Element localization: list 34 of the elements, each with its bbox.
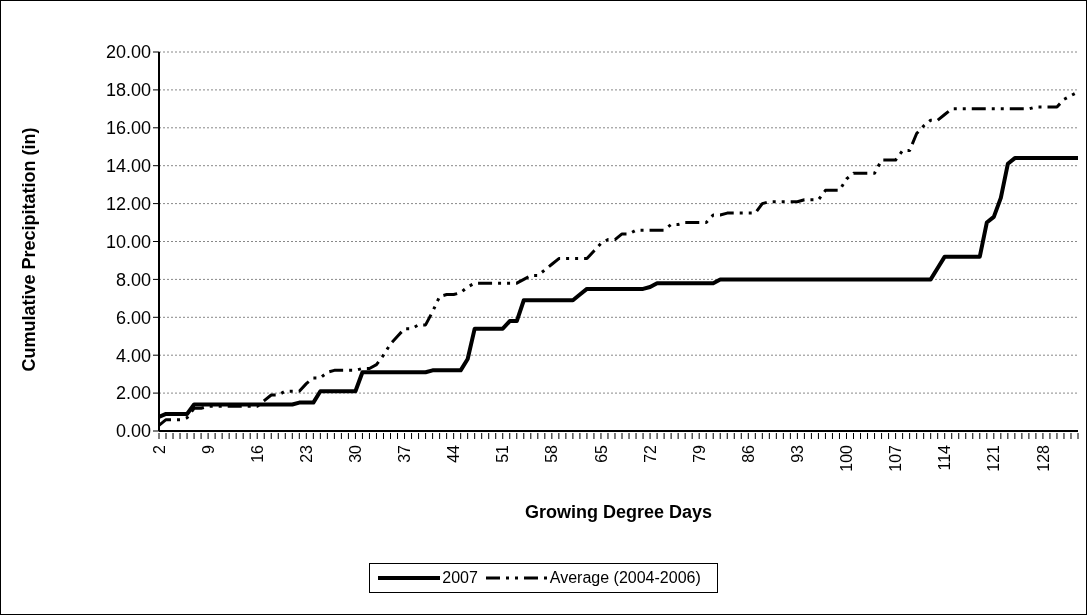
x-tick-label: 16 [248,444,266,463]
y-tick-label: 10.00 [105,231,151,252]
x-tick-label: 37 [396,444,414,463]
x-axis-title: Growing Degree Days [524,502,713,522]
x-tick-label: 79 [690,444,708,463]
x-tick-label: 107 [887,444,905,472]
x-tick-label: 51 [494,444,512,463]
y-tick-label: 20.00 [105,42,151,63]
x-tick-label: 93 [788,444,806,463]
y-tick-label: 2.00 [115,383,151,404]
x-tick-label: 121 [985,444,1003,472]
y-tick-label: 14.00 [105,156,151,177]
x-tick-label: 2 [150,444,168,454]
x-tick-label: 114 [936,444,954,471]
y-tick-label: 18.00 [105,80,151,101]
y-tick-label: 16.00 [105,118,151,139]
x-tick-label: 44 [445,444,463,463]
legend-label: 2007 [442,569,478,587]
x-tick-label: 9 [199,444,217,454]
legend-label: Average (2004-2006) [549,569,701,587]
x-tick-label: 30 [347,444,365,463]
x-tick-label: 128 [1034,444,1052,472]
x-tick-label: 86 [739,444,757,463]
x-tick-label: 100 [838,444,856,472]
y-tick-label: 8.00 [115,269,151,290]
x-tick-label: 72 [641,444,659,463]
y-tick-label: 4.00 [115,345,151,366]
y-axis-title: Cumulative Precipitation (in) [19,127,40,372]
x-tick-label: 23 [297,444,315,463]
y-tick-label: 0.00 [115,421,151,442]
x-tick-label: 65 [592,444,610,463]
x-tick-label: 58 [543,444,561,463]
y-tick-label: 12.00 [105,193,151,214]
y-tick-label: 6.00 [115,307,151,328]
